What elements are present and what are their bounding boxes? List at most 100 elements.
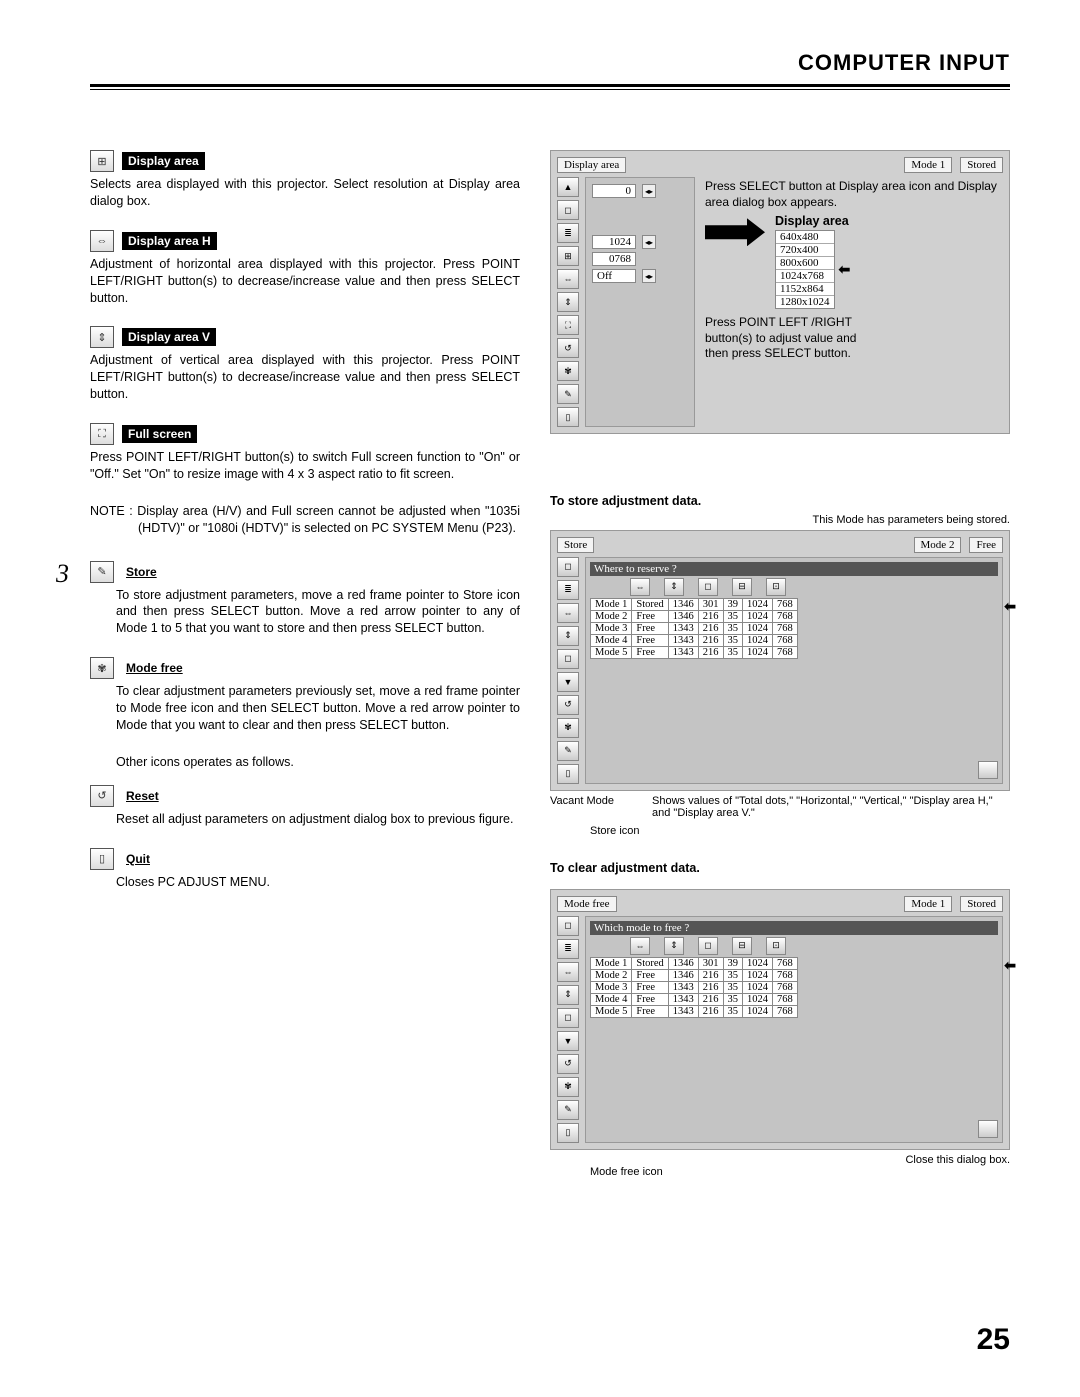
clear-heading: To clear adjustment data. <box>550 861 1010 875</box>
p1-da-label: Display area <box>775 214 850 228</box>
store-sub: This Mode has parameters being stored. <box>550 514 1010 528</box>
resolution-list[interactable]: 640x480 720x400 800x600 1024x768 1152x86… <box>775 230 835 309</box>
tb-mf-icon[interactable]: ✾ <box>557 718 579 738</box>
vbtn-a-icon[interactable]: ◻ <box>557 200 579 220</box>
tb-icon[interactable]: ≣ <box>557 580 579 600</box>
tb-icon[interactable]: ⇔ <box>557 603 579 623</box>
st-title: Store <box>557 537 594 553</box>
item-mode-free: ✾ Mode free To clear adjustment paramete… <box>90 657 520 734</box>
tb-icon[interactable]: ◻ <box>557 1008 579 1028</box>
mode-free-icon: ✾ <box>90 657 114 679</box>
store-panel: Store Mode 2 Free ◻ ≣ ⇔ ⇕ ◻ ▼ ↺ ✾ <box>550 530 1010 791</box>
quit-text: Closes PC ADJUST MENU. <box>116 874 520 891</box>
hdr-icon: ⇕ <box>664 937 684 955</box>
p1-vtoolbar: ▲ ◻ ≣ ⊞ ⇔ ⇕ ⛶ ↺ ✾ ✎ ▯ <box>557 177 579 427</box>
display-area-h-icon: ⇔ <box>90 230 114 252</box>
st-status: Free <box>969 537 1003 553</box>
full-screen-text: Press POINT LEFT/RIGHT button(s) to swit… <box>90 449 520 483</box>
corner-close-icon[interactable] <box>978 1120 998 1138</box>
cl-title: Mode free <box>557 896 617 912</box>
tb-quit-icon[interactable]: ▯ <box>557 764 579 784</box>
res-640[interactable]: 640x480 <box>776 231 834 244</box>
reset-label: Reset <box>122 787 163 805</box>
st-question: Where to reserve ? <box>590 562 998 576</box>
cl-status: Stored <box>960 896 1003 912</box>
res-1024[interactable]: 1024x768 <box>776 270 834 283</box>
tb-reset-icon[interactable]: ↺ <box>557 695 579 715</box>
item-display-area: ⊞ Display area Selects area displayed wi… <box>90 150 520 210</box>
tb-down-icon[interactable]: ▼ <box>557 672 579 692</box>
item-store: ✎ Store To store adjustment parameters, … <box>90 561 520 638</box>
store-table: Mode 1Stored1346301391024768 Mode 2Free1… <box>590 598 798 659</box>
res-800[interactable]: 800x600 <box>776 257 834 270</box>
table-row: Mode 2Free1346216351024768 <box>591 610 798 622</box>
tb-icon[interactable]: ⇕ <box>557 626 579 646</box>
tb-icon[interactable]: ◻ <box>557 557 579 577</box>
display-area-h-label: Display area H <box>122 232 217 250</box>
hdr-icon: ⇔ <box>630 578 650 596</box>
anno-store-icon: Store icon <box>590 825 1010 837</box>
reset-icon: ↺ <box>90 785 114 807</box>
full-screen-icon: ⛶ <box>90 423 114 445</box>
tb-icon[interactable]: ⇕ <box>557 985 579 1005</box>
pointer-arrow-icon: ⬅ <box>1004 957 1016 974</box>
tb-store-icon[interactable]: ✎ <box>557 741 579 761</box>
p1-caption-top: Press SELECT button at Display area icon… <box>705 179 999 210</box>
val-zero: 0 <box>592 184 636 198</box>
table-row: Mode 5Free1343216351024768 <box>591 646 798 658</box>
vbtn-g-icon[interactable]: ↺ <box>557 338 579 358</box>
vbtn-b-icon[interactable]: ≣ <box>557 223 579 243</box>
item-display-area-v: ⇕ Display area V Adjustment of vertical … <box>90 326 520 403</box>
item-full-screen: ⛶ Full screen Press POINT LEFT/RIGHT but… <box>90 423 520 483</box>
tb-reset-icon[interactable]: ↺ <box>557 1054 579 1074</box>
table-row: Mode 3Free1343216351024768 <box>591 981 798 993</box>
spinner-icon[interactable]: ◂▸ <box>642 269 656 283</box>
res-1152[interactable]: 1152x864 <box>776 283 834 296</box>
hdr-icon: ⊡ <box>766 937 786 955</box>
hdr-icon: ◻ <box>698 937 718 955</box>
cl-mode: Mode 1 <box>904 896 952 912</box>
res-720[interactable]: 720x400 <box>776 244 834 257</box>
tb-icon[interactable]: ⇔ <box>557 962 579 982</box>
p1-title: Display area <box>557 157 626 173</box>
hdr-icon: ⊟ <box>732 937 752 955</box>
tb-quit-icon[interactable]: ▯ <box>557 1123 579 1143</box>
mode-free-text: To clear adjustment parameters previousl… <box>116 683 520 734</box>
val-h: 1024 <box>592 235 636 249</box>
right-column: Display area Mode 1 Stored ▲ ◻ ≣ ⊞ ⇔ ⇕ ⛶… <box>550 150 1010 1202</box>
arrow-right-icon <box>705 218 765 246</box>
vbtn-d-icon[interactable]: ⇔ <box>557 269 579 289</box>
tb-icon[interactable]: ◻ <box>557 649 579 669</box>
p1-mode: Mode 1 <box>904 157 952 173</box>
table-row: Mode 4Free1343216351024768 <box>591 993 798 1005</box>
val-off: Off <box>592 269 636 283</box>
display-area-label: Display area <box>122 152 205 170</box>
vbtn-e-icon[interactable]: ⇕ <box>557 292 579 312</box>
item-display-area-h: ⇔ Display area H Adjustment of horizonta… <box>90 230 520 307</box>
display-area-h-text: Adjustment of horizontal area displayed … <box>90 256 520 307</box>
p1-status: Stored <box>960 157 1003 173</box>
tb-mf-icon[interactable]: ✾ <box>557 1077 579 1097</box>
anno-mf-icon: Mode free icon <box>590 1166 1010 1178</box>
res-1280[interactable]: 1280x1024 <box>776 296 834 308</box>
display-area-v-text: Adjustment of vertical area displayed wi… <box>90 352 520 403</box>
vbtn-i-icon[interactable]: ✎ <box>557 384 579 404</box>
cl-question: Which mode to free ? <box>590 921 998 935</box>
vbtn-up-icon[interactable]: ▲ <box>557 177 579 197</box>
tb-icon[interactable]: ◻ <box>557 916 579 936</box>
cl-vtoolbar: ◻ ≣ ⇔ ⇕ ◻ ▼ ↺ ✾ ✎ ▯ <box>557 916 579 1143</box>
tb-icon[interactable]: ≣ <box>557 939 579 959</box>
vbtn-c-icon[interactable]: ⊞ <box>557 246 579 266</box>
vbtn-j-icon[interactable]: ▯ <box>557 407 579 427</box>
spinner-icon[interactable]: ◂▸ <box>642 235 656 249</box>
hdr-icon: ⊟ <box>732 578 752 596</box>
spinner-icon[interactable]: ◂▸ <box>642 184 656 198</box>
tb-down-icon[interactable]: ▼ <box>557 1031 579 1051</box>
st-mode: Mode 2 <box>914 537 962 553</box>
corner-close-icon[interactable] <box>978 761 998 779</box>
vbtn-f-icon[interactable]: ⛶ <box>557 315 579 335</box>
tb-store-icon[interactable]: ✎ <box>557 1100 579 1120</box>
vbtn-h-icon[interactable]: ✾ <box>557 361 579 381</box>
anno-vacant: Vacant Mode <box>550 795 640 819</box>
table-row: Mode 5Free1343216351024768 <box>591 1005 798 1017</box>
